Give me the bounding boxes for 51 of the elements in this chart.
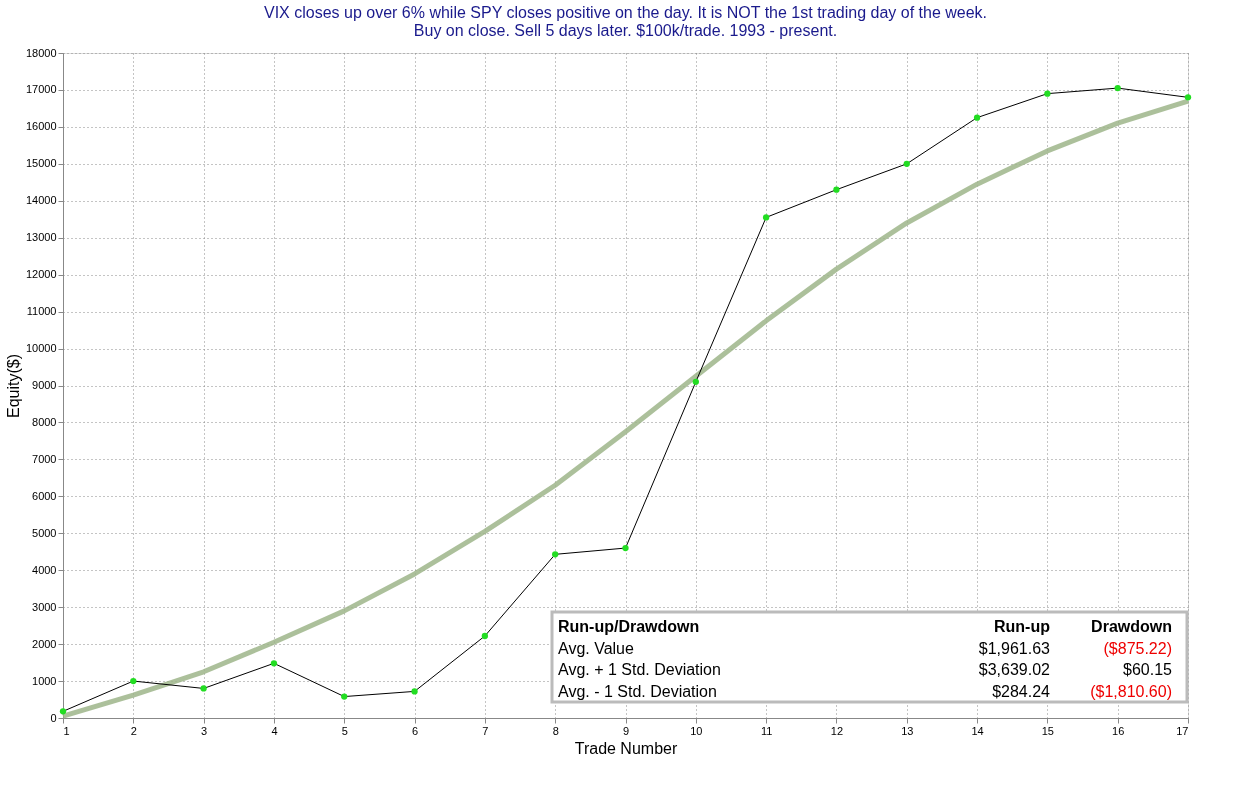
x-tick-label: 17: [1176, 724, 1189, 737]
x-tick-label: 8: [552, 724, 559, 737]
annotation: Avg. + 1 Std. Deviation: [558, 661, 721, 678]
y-tick-label: 16000: [25, 120, 57, 133]
annotation: Run-up: [994, 618, 1051, 635]
annotation: Drawdown: [1091, 618, 1172, 635]
y-tick-label: 6000: [32, 489, 57, 502]
x-tick-label: 16: [1112, 724, 1125, 737]
annotation: ($875.22): [1103, 639, 1172, 657]
annotation: $1,961.63: [978, 639, 1051, 657]
x-tick-label: 11: [760, 724, 773, 737]
x-tick-label: 4: [271, 724, 278, 737]
x-tick-label: 14: [971, 724, 984, 737]
annotation: Avg. - 1 Std. Deviation: [558, 682, 717, 700]
annotation: Run-up/Drawdown: [558, 618, 700, 635]
y-tick-label: 13000: [25, 231, 57, 244]
y-tick-label: 8000: [32, 415, 57, 428]
y-tick-label: 14000: [25, 194, 57, 207]
annotation: Avg. Value: [558, 639, 635, 657]
x-tick-label: 13: [901, 724, 914, 737]
y-tick-label: 7000: [32, 452, 57, 465]
annotation: $3,639.02: [978, 661, 1051, 678]
y-tick-label: 1000: [32, 674, 57, 687]
chart-title: VIX closes up over 6% while SPY closes positive on the day. It is NOT the 1st trading day of the week. Buy on close. Sell 5 days later. $100k/trade. 1993 - present.: [263, 4, 988, 39]
y-axis-title: Equity($): [4, 353, 22, 419]
y-tick-label: 10000: [25, 342, 57, 355]
y-tick-label: 0: [50, 711, 57, 724]
annotation: $60.15: [1123, 661, 1173, 678]
y-tick-label: 3000: [32, 600, 57, 613]
y-tick-label: 15000: [25, 157, 57, 170]
y-tick-label: 12000: [25, 268, 57, 281]
x-tick-label: 15: [1041, 724, 1054, 737]
x-tick-label: 2: [130, 724, 137, 737]
y-tick-label: 9000: [32, 379, 57, 391]
y-tick-label: 4000: [32, 563, 57, 576]
x-tick-label: 3: [201, 724, 208, 737]
x-tick-label: 10: [690, 724, 703, 737]
x-tick-label: 6: [412, 724, 419, 737]
x-axis-title: Trade Number: [574, 739, 678, 757]
annotation: $284.24: [992, 682, 1051, 700]
x-tick-label: 7: [482, 724, 489, 737]
y-tick-label: 11000: [26, 305, 57, 318]
y-tick-label: 2000: [32, 637, 57, 650]
y-tick-label: 5000: [32, 526, 57, 539]
x-tick-label: 9: [622, 724, 630, 737]
y-tick-label: 18000: [25, 46, 57, 59]
x-tick-label: 12: [830, 724, 844, 737]
annotation: ($1,810.60): [1090, 682, 1172, 700]
x-tick-label: 5: [341, 724, 348, 737]
x-tick-label: 1: [63, 724, 70, 737]
y-tick-label: 17000: [25, 83, 57, 96]
